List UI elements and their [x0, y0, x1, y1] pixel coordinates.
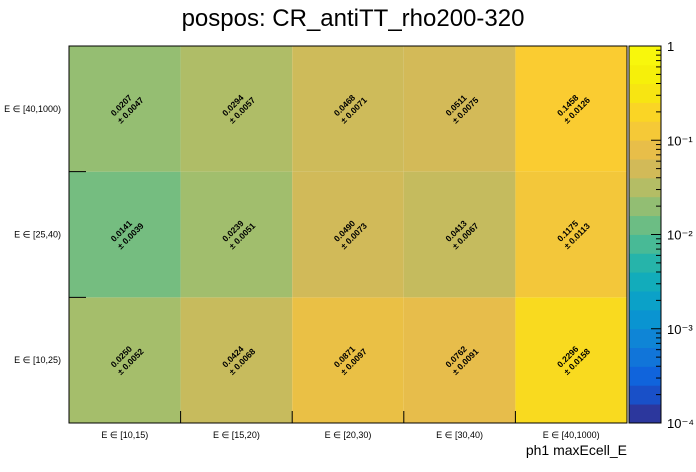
colorbar-segment	[629, 328, 661, 348]
x-tick-label: E ∈ [20,30)	[325, 430, 372, 440]
y-tick-label: E ∈ [40,1000)	[4, 104, 61, 114]
heatmap-cell	[69, 46, 181, 172]
colorbar-segment	[629, 215, 661, 235]
x-tick-label: E ∈ [10,15)	[101, 430, 148, 440]
heatmap-cell	[69, 171, 181, 298]
heatmap-cell	[180, 46, 293, 172]
colorbar-segment	[629, 159, 661, 179]
colorbar-segment	[629, 102, 661, 122]
plot-border	[68, 45, 628, 424]
heatmap-cell	[403, 171, 516, 298]
colorbar-labels: 1 10⁻¹ 10⁻² 10⁻³ 10⁻⁴	[667, 39, 694, 431]
colorbar-segment	[629, 234, 661, 254]
x-axis-title: ph1 maxEcell_E	[526, 442, 627, 458]
x-tick-label: E ∈ [30,40)	[436, 430, 483, 440]
colorbar-tick-label: 10⁻²	[667, 228, 693, 243]
colorbar-segment	[629, 64, 661, 85]
y-tick-labels: E ∈ [10,25) E ∈ [25,40) E ∈ [40,1000)	[4, 104, 61, 365]
heatmap-cell	[515, 171, 627, 298]
colorbar-segment	[629, 121, 661, 141]
colorbar-segment	[629, 140, 661, 160]
colorbar-tick-label: 1	[667, 39, 674, 54]
x-tick-label: E ∈ [40,1000)	[543, 430, 600, 440]
y-tick-label: E ∈ [10,25)	[14, 355, 61, 365]
colorbar-segment	[629, 366, 661, 386]
colorbar-segment	[629, 347, 661, 367]
colorbar-segment	[629, 253, 661, 273]
colorbar-segment	[629, 83, 661, 103]
colorbar-segment	[629, 291, 661, 311]
colorbar-tick-label: 10⁻³	[667, 322, 693, 337]
heatmap-cell	[180, 297, 293, 423]
colorbar-segment	[629, 309, 661, 330]
colorbar-segment	[629, 177, 661, 198]
heatmap-cell	[403, 46, 516, 172]
heatmap-cell	[292, 46, 404, 172]
x-tick-label: E ∈ [15,20)	[213, 430, 260, 440]
heatmap-cells	[69, 46, 627, 423]
colorbar	[628, 45, 662, 424]
heatmap-cell	[292, 171, 404, 298]
heatmap-cell	[515, 297, 627, 423]
heatmap-cell	[69, 297, 181, 423]
colorbar-tick-label: 10⁻⁴	[667, 416, 694, 431]
heatmap-cell	[403, 297, 516, 423]
plot-frame	[68, 45, 628, 424]
colorbar-segment	[629, 196, 661, 217]
chart-title: pospos: CR_antiTT_rho200-320	[182, 5, 525, 32]
heatmap-cell	[292, 297, 404, 423]
colorbar-tick-label: 10⁻¹	[667, 133, 693, 148]
x-tick-labels: E ∈ [10,15) E ∈ [15,20) E ∈ [20,30) E ∈ [30…	[101, 430, 599, 440]
colorbar-segment	[629, 272, 661, 292]
heatmap-cell	[515, 46, 627, 172]
colorbar-segment	[629, 46, 661, 66]
colorbar-segment	[629, 385, 661, 405]
colorbar-segment	[629, 404, 661, 424]
y-tick-label: E ∈ [25,40)	[14, 230, 61, 240]
heatmap-cell	[180, 171, 293, 298]
